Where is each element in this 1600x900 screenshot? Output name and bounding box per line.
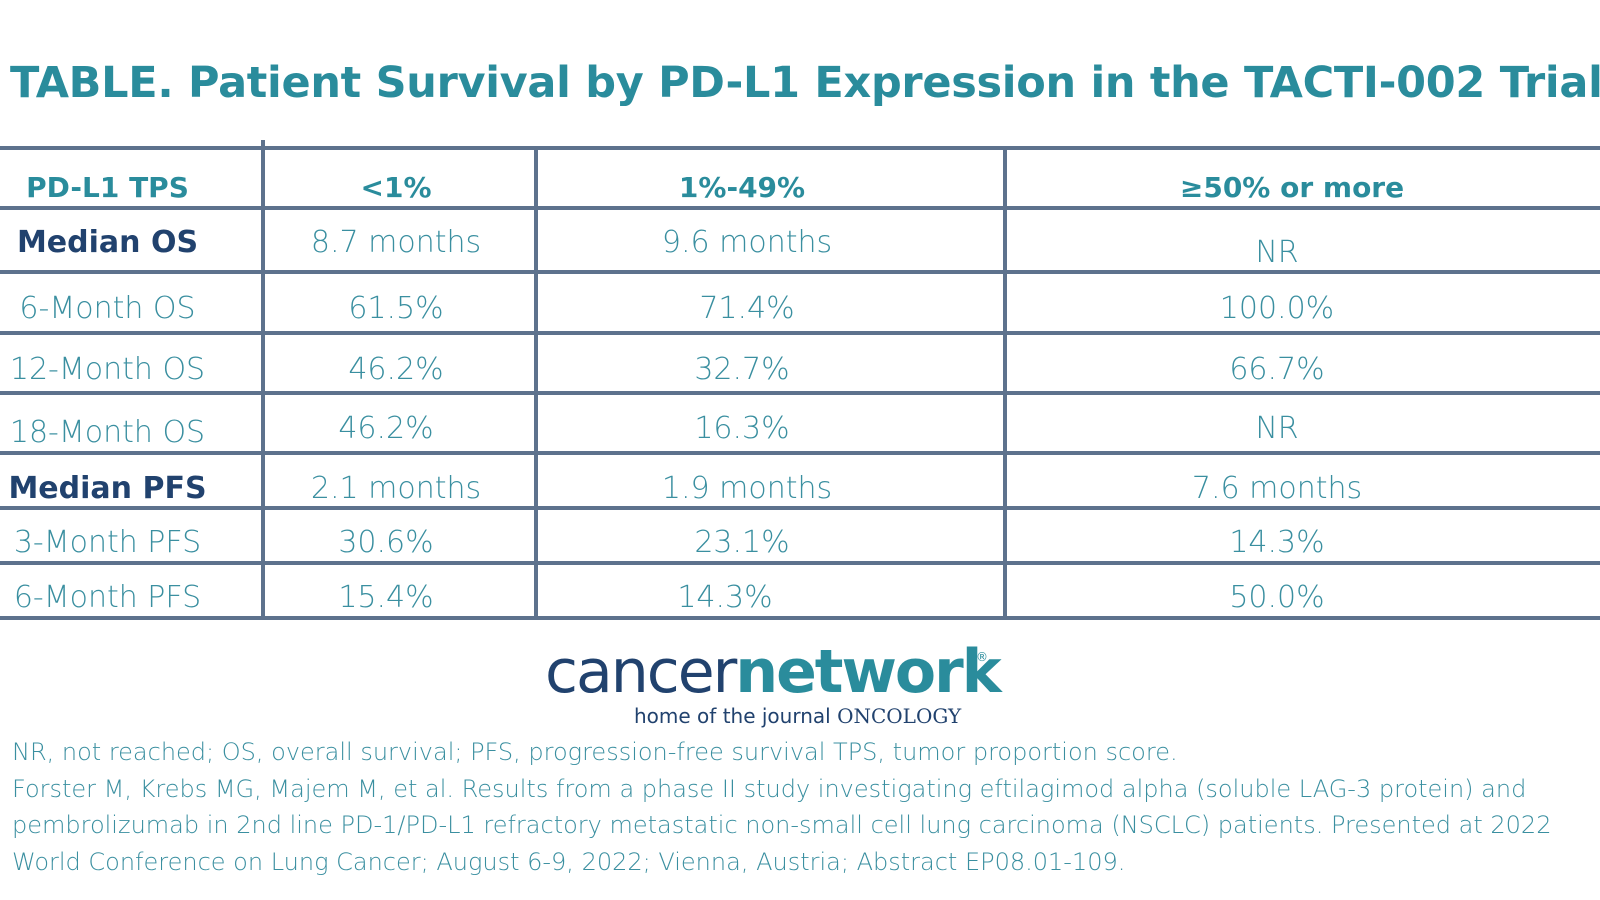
cell-median-os-ge50: NR [1255, 234, 1299, 270]
table-rule-row2 [0, 331, 1600, 335]
table-col-divider-3 [1003, 146, 1007, 620]
table-rule-row4 [0, 451, 1600, 455]
table-rule-top [0, 146, 1600, 150]
cancernetwork-logo: cancernetwork ® home of the journal ONCO… [0, 642, 1600, 728]
table-rule-row1 [0, 270, 1600, 274]
cell-median-os-lt1: 8.7 months [310, 224, 482, 260]
table-rule-row6 [0, 561, 1600, 565]
cell-median-pfs-ge50: 7.6 months [1191, 470, 1363, 506]
cell-6m-pfs-1-49: 14.3% [677, 579, 773, 615]
cell-6m-os-ge50: 100.0% [1219, 290, 1335, 326]
table-rule-bottom [0, 616, 1600, 620]
footnote-citation-line-2: pembrolizumab in 2nd line PD-1/PD-L1 ref… [12, 811, 1552, 839]
table-col-divider-1 [261, 140, 265, 620]
table-title: TABLE. Patient Survival by PD-L1 Express… [10, 58, 1600, 108]
row-label-12-month-os: 12-Month OS [9, 351, 206, 387]
row-label-6-month-pfs: 6-Month PFS [13, 579, 202, 615]
cell-median-os-1-49: 9.6 months [661, 224, 833, 260]
registered-mark: ® [976, 650, 988, 664]
row-label-18-month-os: 18-Month OS [9, 414, 206, 450]
cell-18m-os-1-49: 16.3% [694, 410, 790, 446]
cell-6m-os-lt1: 61.5% [348, 290, 444, 326]
logo-word-cancer: cancer [545, 637, 737, 707]
row-label-median-pfs: Median PFS [8, 470, 207, 506]
row-label-median-os: Median OS [16, 224, 199, 260]
cell-12m-os-ge50: 66.7% [1229, 351, 1325, 387]
header-1-49pct: 1%-49% [678, 170, 806, 204]
header-lt-1pct: <1% [360, 170, 432, 204]
cell-median-pfs-lt1: 2.1 months [310, 470, 482, 506]
cell-3m-pfs-1-49: 23.1% [694, 524, 790, 560]
survival-table: PD-L1 TPS <1% 1%-49% ≥50% or more Median… [0, 140, 1600, 636]
cell-3m-pfs-ge50: 14.3% [1229, 524, 1325, 560]
footnote-abbreviations: NR, not reached; OS, overall survival; P… [12, 738, 1178, 766]
logo-word-network: network [735, 637, 1001, 707]
table-rule-header [0, 206, 1600, 210]
footnote-citation-line-1: Forster M, Krebs MG, Majem M, et al. Res… [12, 774, 1527, 803]
header-ge-50pct: ≥50% or more [1179, 170, 1405, 204]
logo-tagline-prefix: home of the journal [634, 704, 831, 728]
footnotes: NR, not reached; OS, overall survival; P… [12, 734, 1592, 880]
cell-6m-os-1-49: 71.4% [699, 290, 795, 326]
row-label-3-month-pfs: 3-Month PFS [13, 524, 202, 560]
footnote-citation-line-3: World Conference on Lung Cancer; August … [12, 847, 1126, 876]
cell-18m-os-lt1: 46.2% [338, 410, 434, 446]
logo-tagline: home of the journal ONCOLOGY [634, 704, 961, 728]
cell-6m-pfs-lt1: 15.4% [338, 579, 434, 615]
logo-wordmark: cancernetwork [545, 642, 1002, 702]
cell-18m-os-ge50: NR [1255, 410, 1299, 446]
cell-3m-pfs-lt1: 30.6% [338, 524, 434, 560]
table-col-divider-2 [534, 146, 538, 620]
row-label-6-month-os: 6-Month OS [19, 290, 196, 326]
cell-6m-pfs-ge50: 50.0% [1229, 579, 1325, 615]
logo-tagline-journal: ONCOLOGY [837, 704, 962, 728]
cell-12m-os-lt1: 46.2% [348, 351, 444, 387]
table-rule-row5 [0, 506, 1600, 510]
cell-median-pfs-1-49: 1.9 months [661, 470, 833, 506]
header-pd-l1-tps: PD-L1 TPS [26, 170, 189, 204]
table-rule-row3 [0, 391, 1600, 395]
cell-12m-os-1-49: 32.7% [694, 351, 790, 387]
